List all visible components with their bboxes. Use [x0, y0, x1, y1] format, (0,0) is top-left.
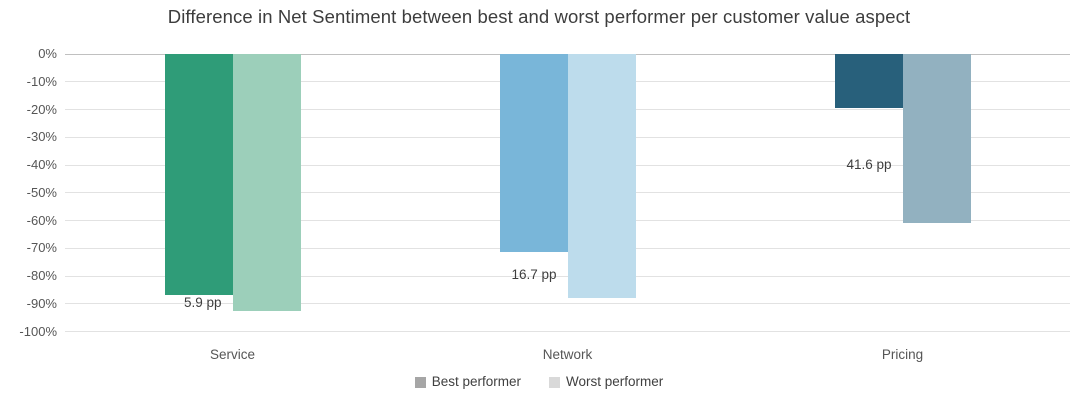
bar-worst-performer-network[interactable]: [567, 54, 636, 298]
difference-value-label: 5.9 pp: [183, 295, 222, 311]
x-axis-label-service: Service: [209, 347, 255, 362]
difference-value-label: 16.7 pp: [511, 266, 557, 282]
bar-best-performer-service[interactable]: [164, 54, 233, 295]
legend-label: Best performer: [431, 374, 521, 389]
bar-worst-performer-service[interactable]: [232, 54, 301, 312]
y-axis-tick-label: -30%: [26, 129, 57, 145]
y-axis-tick-label: -80%: [26, 268, 57, 283]
legend-label: Worst performer: [566, 374, 664, 389]
y-axis-tick-label: -40%: [26, 157, 57, 172]
legend: Best performer Worst performer: [0, 374, 1078, 390]
legend-swatch-icon: [549, 376, 560, 388]
y-axis-tick-label: -90%: [26, 295, 57, 311]
y-axis-tick-label: -100%: [19, 323, 57, 339]
bar-best-performer-pricing[interactable]: [834, 54, 903, 108]
y-axis-tick-label: 0%: [38, 46, 57, 61]
gridline: [65, 331, 1070, 332]
x-axis-label-network: Network: [542, 347, 593, 362]
legend-item-best-performer[interactable]: Best performer: [414, 374, 521, 390]
bar-worst-performer-pricing[interactable]: [902, 54, 971, 223]
chart-title: Difference in Net Sentiment between best…: [167, 6, 911, 27]
y-axis-tick-label: -70%: [26, 240, 57, 256]
bar-best-performer-network[interactable]: [499, 54, 568, 252]
x-axis-label-pricing: Pricing: [881, 347, 924, 362]
y-axis-tick-label: -10%: [26, 73, 57, 89]
y-axis-tick-label: -60%: [26, 212, 57, 228]
difference-value-label: 41.6 pp: [846, 157, 892, 173]
legend-item-worst-performer[interactable]: Worst performer: [549, 374, 663, 390]
legend-swatch-icon: [414, 376, 426, 388]
y-axis-tick-label: -50%: [26, 184, 57, 200]
y-axis-tick-label: -20%: [26, 101, 57, 117]
gridline: [65, 303, 1070, 305]
